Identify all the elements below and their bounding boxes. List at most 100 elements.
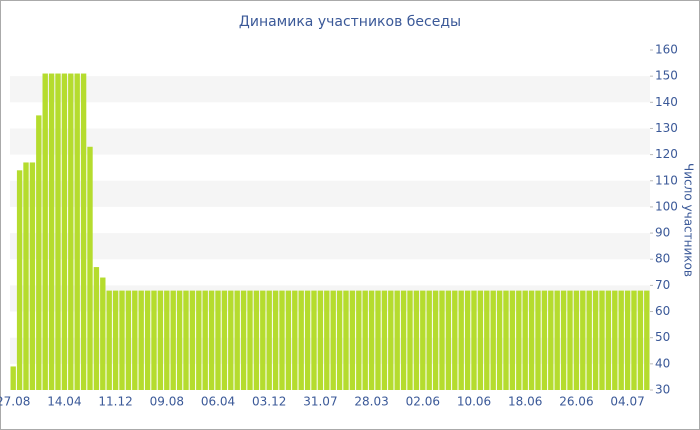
bar	[125, 290, 132, 390]
bar	[279, 290, 285, 390]
bar	[509, 290, 516, 390]
bar	[624, 290, 631, 390]
bar	[586, 290, 592, 390]
bar	[452, 290, 458, 390]
bar	[381, 290, 388, 390]
bar	[535, 290, 541, 390]
bar	[100, 277, 106, 390]
bar	[189, 290, 196, 390]
bar	[202, 290, 208, 390]
y-tick-label: 90	[655, 226, 670, 240]
bar	[164, 290, 170, 390]
x-tick-label: 09.08	[150, 395, 184, 409]
bar	[432, 290, 439, 390]
bar	[618, 290, 624, 390]
bar	[605, 290, 612, 390]
y-tick-label: 160	[655, 43, 678, 57]
bar	[528, 290, 535, 390]
bar	[61, 73, 68, 391]
bar	[612, 290, 618, 390]
bar	[68, 73, 74, 391]
grid-band	[10, 76, 650, 103]
y-tick-label: 50	[655, 330, 670, 344]
bar	[272, 290, 279, 390]
y-axis-label: Число участников	[682, 163, 696, 277]
bar	[292, 290, 298, 390]
bar	[144, 290, 151, 390]
bar	[503, 290, 509, 390]
bar	[490, 290, 496, 390]
bar	[196, 290, 202, 390]
bar	[407, 290, 413, 390]
bar	[138, 290, 144, 390]
bar	[10, 366, 16, 390]
bar	[36, 115, 42, 390]
bar	[157, 290, 164, 390]
grid-band	[10, 180, 650, 207]
bar	[42, 73, 48, 391]
bar	[74, 73, 80, 391]
bar	[567, 290, 573, 390]
x-tick-label: 28.03	[354, 395, 388, 409]
x-tick-label: 26.06	[559, 395, 593, 409]
x-tick-label: 04.07	[610, 395, 644, 409]
y-tick-label: 130	[655, 121, 678, 135]
bar	[240, 290, 247, 390]
grid-band	[10, 233, 650, 260]
bar	[420, 290, 426, 390]
bar	[304, 290, 311, 390]
y-tick-label: 70	[655, 278, 670, 292]
bar	[394, 290, 400, 390]
bar	[176, 290, 183, 390]
bar	[16, 170, 23, 390]
y-tick-label: 120	[655, 147, 678, 161]
bar	[644, 290, 650, 390]
x-tick-label: 03.12	[252, 395, 286, 409]
bar	[464, 290, 471, 390]
bar	[349, 290, 356, 390]
grid-band	[10, 285, 650, 312]
bar	[599, 290, 605, 390]
bar	[573, 290, 580, 390]
x-tick-label: 02.06	[406, 395, 440, 409]
y-tick-label: 140	[655, 95, 678, 109]
y-tick-label: 150	[655, 69, 678, 83]
x-tick-label: 10.06	[457, 395, 491, 409]
x-tick-label: 14.04	[47, 395, 81, 409]
y-tick-label: 60	[655, 304, 670, 318]
x-tick-label: 06.04	[201, 395, 235, 409]
grid-band	[10, 128, 650, 155]
bar	[362, 290, 368, 390]
bar	[324, 290, 330, 390]
bar	[400, 290, 407, 390]
bar	[439, 290, 445, 390]
x-tick-label: 11.12	[98, 395, 132, 409]
bar	[413, 290, 420, 390]
bar	[368, 290, 375, 390]
bar	[496, 290, 503, 390]
bar	[151, 290, 157, 390]
bar	[522, 290, 528, 390]
bar	[93, 267, 100, 390]
bar	[484, 290, 490, 390]
bar	[29, 162, 36, 390]
y-tick-label: 40	[655, 356, 670, 370]
bar	[516, 290, 522, 390]
bar	[311, 290, 317, 390]
bar	[445, 290, 452, 390]
bar	[592, 290, 599, 390]
bar	[215, 290, 221, 390]
bar	[426, 290, 432, 390]
bar	[87, 146, 93, 390]
bar	[228, 290, 234, 390]
bar	[336, 290, 343, 390]
bar	[330, 290, 336, 390]
bar	[247, 290, 253, 390]
bar	[458, 290, 464, 390]
x-tick-label: 18.06	[508, 395, 542, 409]
bar	[221, 290, 228, 390]
bar	[548, 290, 554, 390]
bar	[183, 290, 189, 390]
y-tick-label: 100	[655, 199, 678, 213]
bar	[541, 290, 548, 390]
